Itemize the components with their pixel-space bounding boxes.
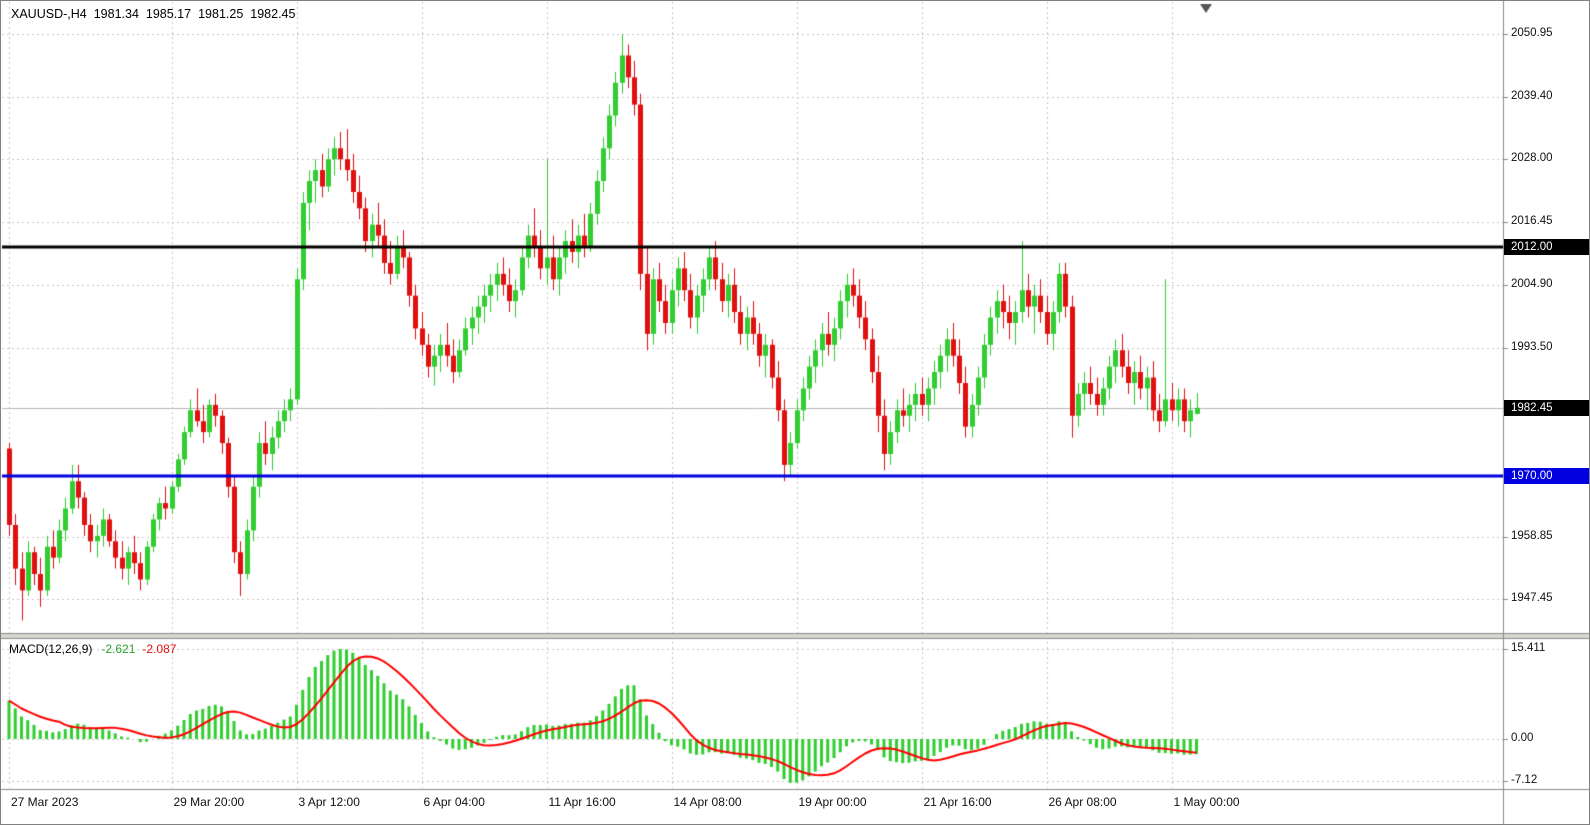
price-tick-label: 2004.90 [1511,278,1553,291]
macd-main-value: -2.621 [101,642,136,656]
time-tick-label: 11 Apr 16:00 [548,795,616,809]
price-tick-label: 1958.85 [1511,529,1553,542]
ohlc-low: 1981.25 [198,7,244,21]
price-tick-label: 2050.95 [1511,26,1553,39]
price-tick-label: 1947.45 [1511,591,1553,604]
price-marker-1970.00: 1970.00 [1504,467,1589,484]
time-tick-label: 21 Apr 16:00 [923,795,992,809]
time-tick-label: 27 Mar 2023 [11,795,79,809]
macd-tick-label: 15.411 [1511,641,1546,654]
macd-tick-label: -7.12 [1511,773,1538,786]
time-scale[interactable]: 27 Mar 2023 29 Mar 20:00 3 Apr 12:00 6 Apr … [1,790,1589,824]
time-tick-label: 1 May 00:00 [1173,795,1240,809]
ohlc-close: 1982.45 [250,7,296,21]
price-tick-label: 2016.45 [1511,215,1553,228]
time-tick-label: 14 Apr 08:00 [673,795,742,809]
macd-tick-label: 0.00 [1511,732,1534,744]
time-tick-label: 29 Mar 20:00 [173,795,245,809]
chart-header: XAUUSD-,H4 1981.34 1985.17 1981.25 1982.45 [11,7,302,21]
time-tick-label: 26 Apr 08:00 [1048,795,1117,809]
ohlc-high: 1985.17 [145,7,192,21]
time-tick-label: 19 Apr 00:00 [798,795,867,809]
price-marker-2012.00: 2012.00 [1504,238,1589,255]
time-tick-label: 6 Apr 04:00 [423,795,485,809]
price-tick-label: 2028.00 [1511,152,1553,165]
symbol-period-label: XAUUSD-,H4 [11,7,87,21]
macd-signal-value: -2.087 [142,642,177,656]
ohlc-open: 1981.34 [93,7,139,21]
price-scale[interactable]: 2050.95 2039.40 2028.00 2016.45 2004.90 1993.… [1504,1,1589,824]
price-tick-label: 1993.50 [1511,340,1553,353]
macd-name-label: MACD(12,26,9) [9,642,93,656]
macd-indicator-label: MACD(12,26,9) -2.621 -2.087 [9,642,176,656]
price-tick-label: 2039.40 [1511,89,1553,102]
time-tick-label: 3 Apr 12:00 [298,795,360,809]
price-marker-1982.45: 1982.45 [1504,399,1589,416]
